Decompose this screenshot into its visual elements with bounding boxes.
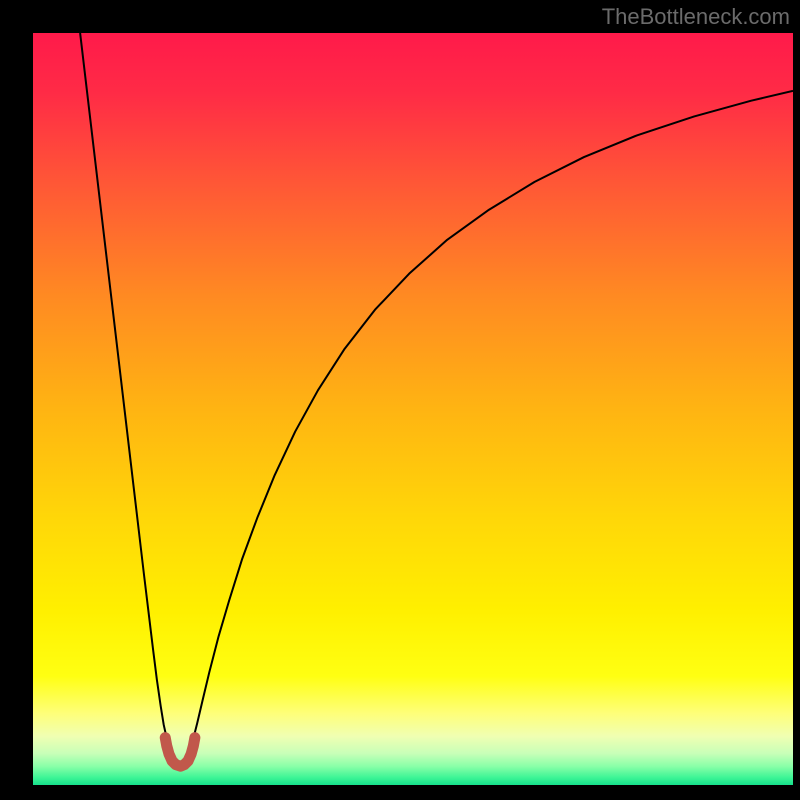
bottleneck-chart	[33, 33, 793, 785]
chart-background	[33, 33, 793, 785]
watermark-text: TheBottleneck.com	[602, 4, 790, 30]
